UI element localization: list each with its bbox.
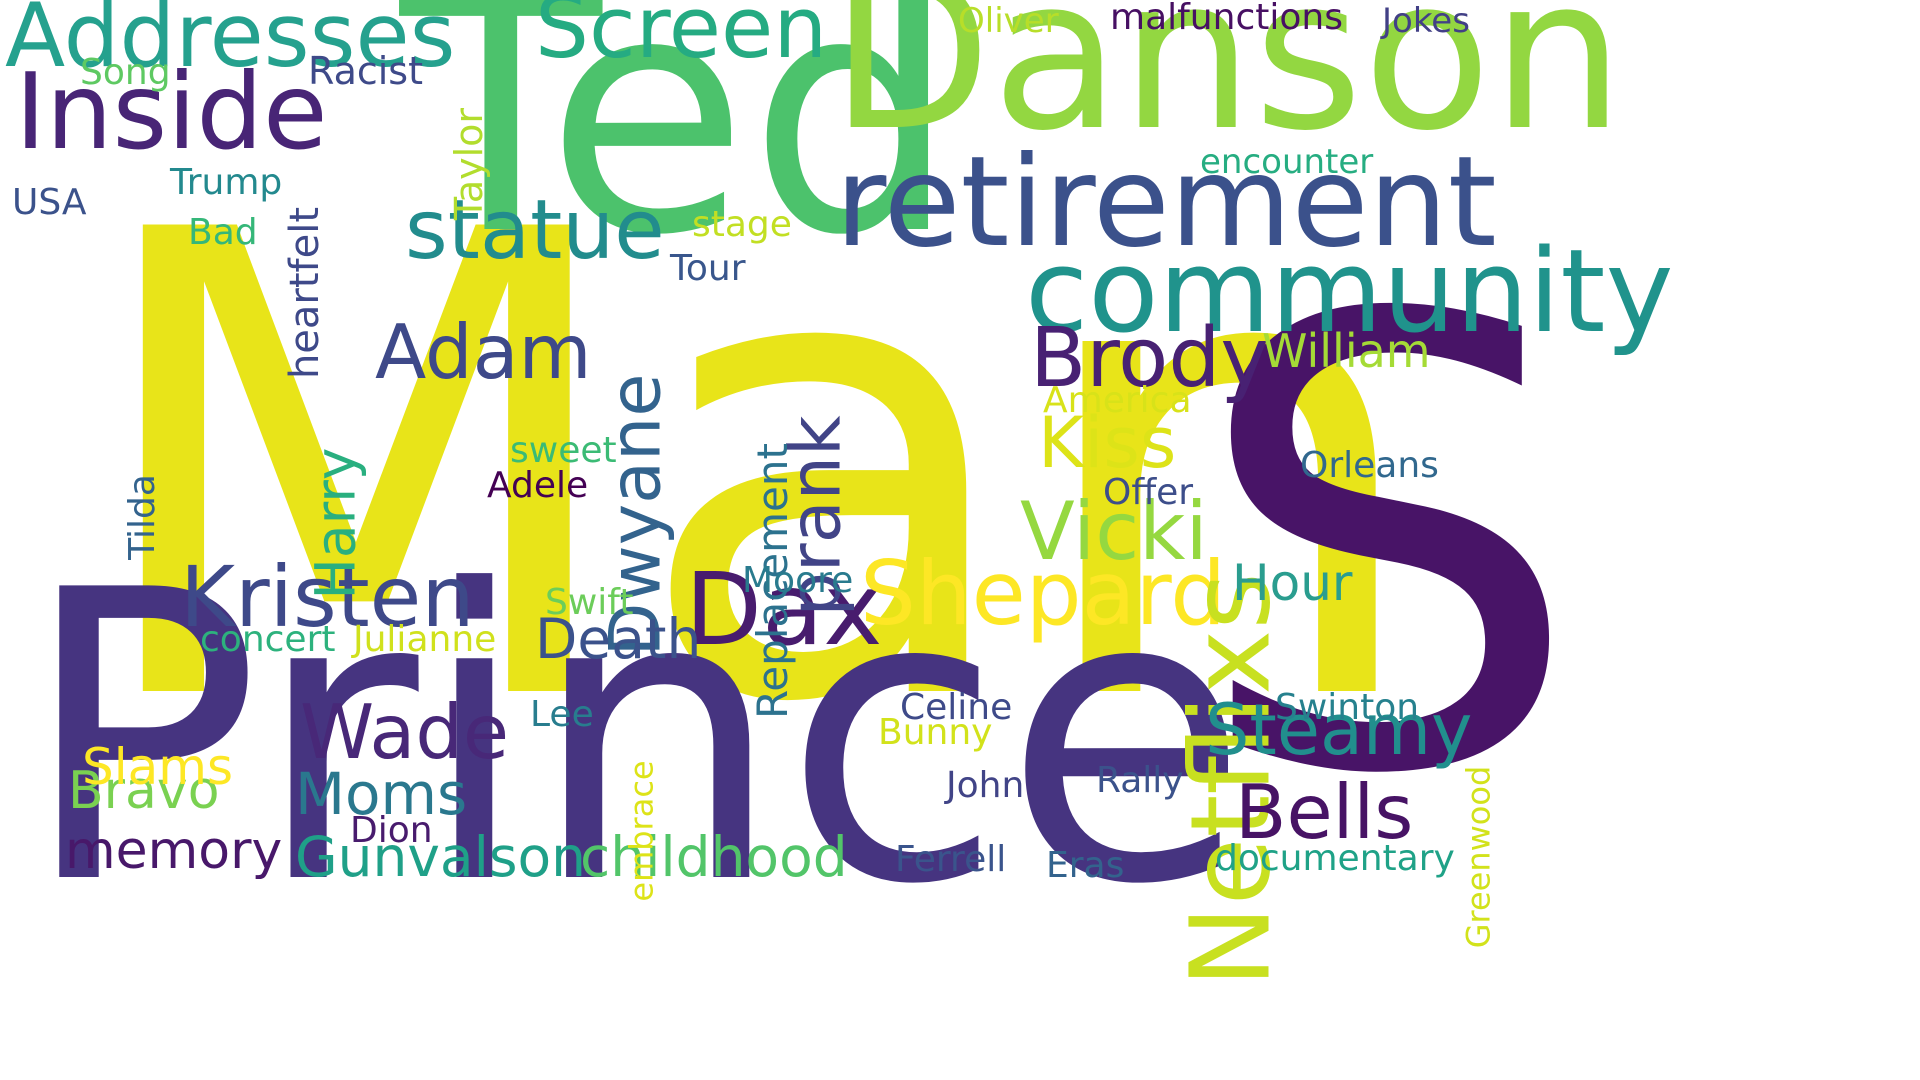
word-bad: Bad bbox=[188, 212, 258, 253]
word-song: Song bbox=[80, 52, 171, 93]
word-childhood: childhood bbox=[580, 825, 848, 889]
word-usa: USA bbox=[12, 182, 87, 223]
word-steamy: Steamy bbox=[1205, 689, 1473, 771]
word-embrace: embrace bbox=[622, 759, 661, 902]
word-shepard: Shepard bbox=[860, 542, 1227, 645]
word-statue: statue bbox=[405, 183, 665, 278]
word-kristen: Kristen bbox=[180, 548, 475, 646]
word-vicki: Vicki bbox=[1020, 485, 1208, 578]
word-ted: Ted bbox=[400, 0, 959, 307]
word-celine: Celine bbox=[900, 687, 1013, 728]
word-s: S bbox=[1190, 189, 1584, 910]
word-america: America bbox=[1043, 380, 1192, 421]
word-lee: Lee bbox=[530, 694, 594, 735]
word-rally: Rally bbox=[1096, 760, 1184, 801]
word-malfunctions: malfunctions bbox=[1110, 0, 1343, 38]
word-prince: Prince bbox=[20, 507, 1250, 972]
word-stage: stage bbox=[692, 204, 792, 245]
word-addresses: Addresses bbox=[5, 0, 456, 87]
word-julianne: Julianne bbox=[353, 619, 497, 660]
word-heartfelt: heartfelt bbox=[282, 206, 329, 380]
word-brody: Brody bbox=[1030, 311, 1269, 406]
word-william: William bbox=[1262, 324, 1431, 378]
word-danson: Danson bbox=[830, 0, 1625, 177]
word-moms: Moms bbox=[295, 760, 468, 828]
word-dion: Dion bbox=[350, 810, 433, 851]
word-adam: Adam bbox=[375, 308, 592, 396]
word-memory: memory bbox=[65, 821, 283, 881]
word-retirement: retirement bbox=[835, 130, 1497, 275]
word-kiss: Kiss bbox=[1038, 402, 1177, 484]
word-harry: Harry bbox=[302, 447, 367, 599]
word-concert: concert bbox=[200, 619, 336, 660]
word-man: Man bbox=[80, 97, 1430, 842]
word-offer: Offer bbox=[1103, 472, 1194, 513]
word-screen: Screen bbox=[535, 0, 828, 78]
word-bunny: Bunny bbox=[878, 712, 993, 753]
word-jokes: Jokes bbox=[1382, 1, 1470, 41]
word-bells: Bells bbox=[1235, 768, 1414, 856]
word-encounter: encounter bbox=[1200, 142, 1374, 182]
word-swift: Swift bbox=[545, 582, 634, 623]
word-ferrell: Ferrell bbox=[895, 839, 1007, 880]
word-swinton: Swinton bbox=[1275, 687, 1420, 728]
word-oliver: Oliver bbox=[958, 1, 1059, 41]
word-racist: Racist bbox=[308, 49, 424, 93]
word-dax: Dax bbox=[685, 551, 883, 668]
word-wade: Wade bbox=[300, 688, 510, 776]
word-bravo: Bravo bbox=[68, 761, 220, 821]
word-moore: Moore bbox=[742, 560, 854, 601]
word-death: Death bbox=[535, 607, 702, 671]
word-slams: Slams bbox=[82, 738, 234, 796]
word-john: John bbox=[946, 765, 1025, 806]
word-hour: Hour bbox=[1232, 554, 1353, 612]
word-orleans: Orleans bbox=[1300, 445, 1439, 486]
word-greenwood: Greenwood bbox=[1458, 765, 1497, 948]
word-community: community bbox=[1025, 225, 1674, 359]
word-documentary: documentary bbox=[1215, 838, 1455, 879]
word-taylor: Taylor bbox=[447, 107, 492, 221]
word-inside: Inside bbox=[15, 51, 328, 173]
word-tour: Tour bbox=[670, 248, 746, 289]
word-tilda: Tilda bbox=[121, 474, 163, 560]
word-sweet: sweet bbox=[510, 430, 617, 471]
word-adele: Adele bbox=[487, 465, 589, 506]
word-eras: Eras bbox=[1046, 845, 1125, 886]
word-trump: Trump bbox=[170, 162, 283, 203]
word-gunvalson: Gunvalson bbox=[295, 825, 587, 889]
